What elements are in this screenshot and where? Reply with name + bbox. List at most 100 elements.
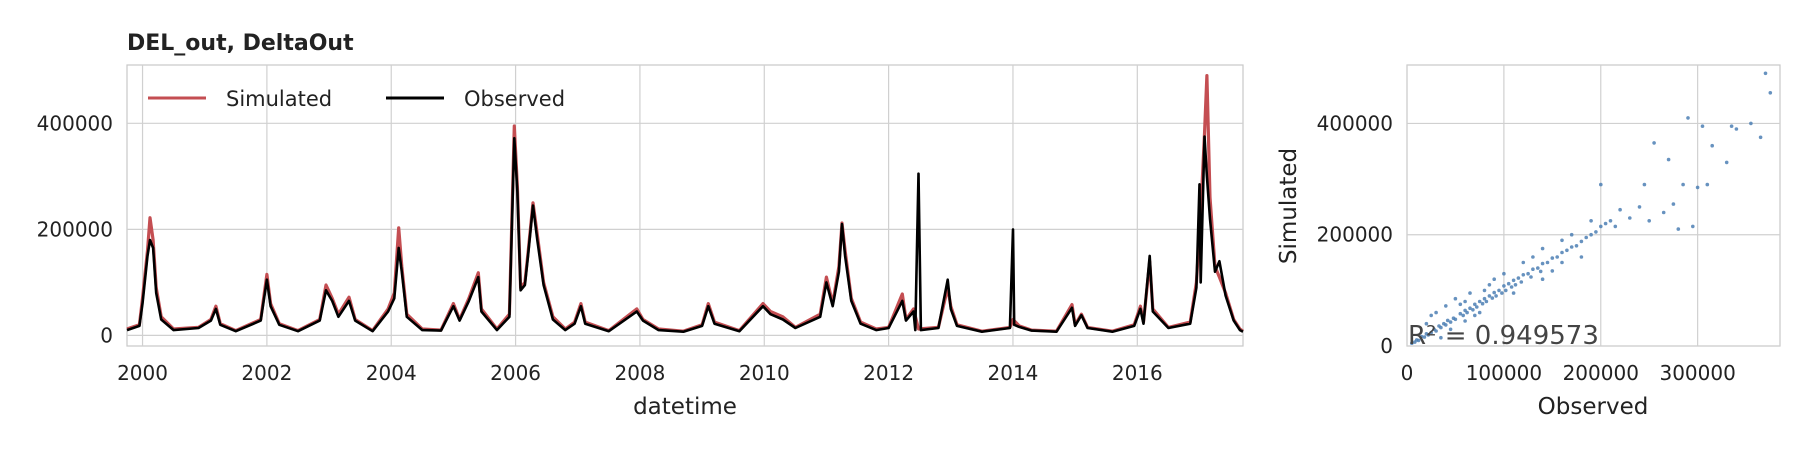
scatter-point: [1540, 277, 1545, 282]
scatter-point: [1560, 250, 1564, 255]
line-x-tick-label: 2010: [739, 361, 790, 385]
scatter-point: [1666, 157, 1671, 162]
scatter-point: [1681, 182, 1685, 187]
scatter-y-tick-label: 400000: [1317, 111, 1393, 135]
line-chart-panel: 2000 2002 2004 2006 2008 2010 2012 2014 2016 020…: [37, 31, 1244, 420]
scatter-y-axis-label: Simulated: [1276, 148, 1302, 264]
scatter-point: [1492, 290, 1496, 295]
scatter-point: [1584, 235, 1588, 240]
scatter-point: [1676, 227, 1681, 231]
scatter-point: [1458, 302, 1463, 307]
line-x-tick-label: 2012: [863, 361, 914, 385]
line-y-tick-label: 200000: [37, 217, 113, 241]
scatter-point: [1424, 321, 1429, 326]
scatter-point: [1579, 255, 1584, 259]
line-y-tick-label: 400000: [37, 111, 113, 135]
scatter-point: [1545, 260, 1550, 265]
scatter-point: [1463, 319, 1467, 323]
scatter-point: [1492, 277, 1496, 282]
scatter-point: [1458, 311, 1463, 316]
scatter-point: [1565, 248, 1569, 253]
scatter-point: [1448, 327, 1453, 332]
scatter-point: [1628, 216, 1632, 220]
scatter-point: [1724, 160, 1729, 165]
scatter-point: [1642, 182, 1647, 187]
scatter-point: [1482, 296, 1487, 301]
scatter-point: [1506, 281, 1511, 286]
scatter-point: [1618, 207, 1622, 212]
line-x-tick-label: 2014: [988, 361, 1039, 385]
scatter-point: [1540, 261, 1545, 266]
scatter-point: [1502, 271, 1506, 276]
scatter-x-tick-label: 100000: [1466, 361, 1542, 385]
scatter-point: [1453, 317, 1458, 322]
scatter-point: [1749, 121, 1753, 126]
scatter-point: [1647, 219, 1651, 223]
scatter-points-group: [1410, 71, 1773, 346]
scatter-point: [1416, 338, 1421, 343]
line-x-axis-label: datetime: [633, 394, 737, 420]
scatter-point: [1484, 299, 1489, 304]
line-x-tick-label: 2006: [490, 361, 541, 385]
scatter-x-tick-label: 200000: [1563, 361, 1639, 385]
scatter-point: [1531, 255, 1535, 259]
scatter-point: [1429, 330, 1433, 335]
line-x-tick-label: 2000: [117, 361, 168, 385]
scatter-x-tick-labels: 0 100000 200000 300000: [1401, 361, 1736, 385]
legend: Simulated Observed: [148, 87, 565, 111]
line-chart-title: DEL_out, DeltaOut: [127, 31, 354, 56]
scatter-point: [1574, 244, 1579, 248]
scatter-point: [1763, 71, 1768, 76]
scatter-point: [1729, 124, 1734, 128]
line-y-tick-labels: 0 200000 400000: [37, 111, 113, 347]
scatter-point: [1511, 291, 1516, 295]
scatter-x-axis-label: Observed: [1538, 394, 1649, 420]
line-x-tick-label: 2002: [241, 361, 292, 385]
scatter-point: [1463, 299, 1467, 304]
scatter-point: [1487, 294, 1492, 298]
scatter-point: [1599, 224, 1603, 229]
scatter-point: [1487, 283, 1492, 287]
scatter-point: [1422, 335, 1427, 339]
scatter-y-tick-label: 200000: [1317, 223, 1393, 247]
scatter-plot-area: [1406, 64, 1781, 347]
scatter-chart-panel: 0 100000 200000 300000 0 200000 400000 Observ…: [1276, 64, 1781, 420]
scatter-point: [1569, 232, 1574, 237]
scatter-point: [1538, 269, 1543, 274]
scatter-point: [1434, 310, 1438, 315]
scatter-point: [1509, 285, 1514, 289]
legend-label-observed: Observed: [464, 87, 565, 111]
scatter-point: [1613, 224, 1618, 229]
scatter-point: [1480, 301, 1485, 306]
scatter-point: [1700, 124, 1705, 128]
scatter-point: [1560, 260, 1564, 265]
scatter-point: [1686, 116, 1690, 120]
scatter-point: [1419, 334, 1424, 339]
scatter-point: [1475, 305, 1479, 309]
scatter-point: [1671, 202, 1676, 206]
legend-label-simulated: Simulated: [226, 87, 332, 111]
scatter-point: [1444, 304, 1448, 308]
scatter-point: [1569, 245, 1574, 249]
scatter-point: [1439, 325, 1443, 330]
scatter-point: [1531, 267, 1535, 272]
scatter-point: [1426, 333, 1431, 337]
line-y-tick-label: 0: [100, 323, 113, 347]
scatter-point: [1710, 143, 1714, 148]
scatter-gridlines: [1406, 65, 1780, 347]
scatter-point: [1608, 219, 1613, 223]
scatter-x-tick-label: 0: [1401, 361, 1414, 385]
line-series-group: [126, 74, 1244, 333]
scatter-point: [1429, 313, 1433, 318]
scatter-point: [1555, 255, 1559, 259]
line-plot-area: [126, 64, 1244, 347]
scatter-point: [1477, 299, 1482, 304]
scatter-point: [1477, 310, 1482, 315]
scatter-y-tick-labels: 0 200000 400000: [1317, 111, 1393, 358]
scatter-point: [1603, 221, 1608, 226]
line-x-tick-label: 2016: [1112, 361, 1163, 385]
series-line-observed: [126, 135, 1244, 333]
scatter-point: [1695, 185, 1700, 190]
scatter-point: [1516, 276, 1521, 280]
scatter-point: [1594, 230, 1598, 234]
